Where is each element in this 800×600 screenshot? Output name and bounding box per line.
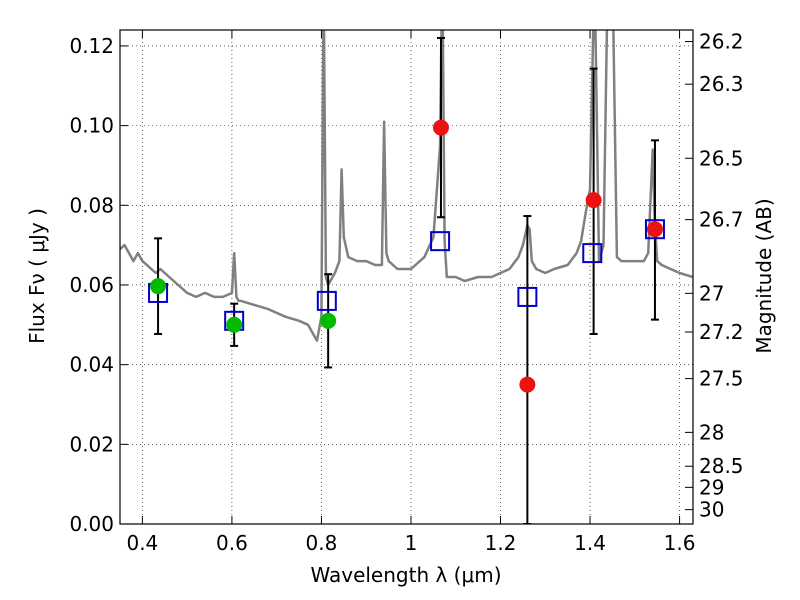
y-tick-label: 0.10 <box>69 114 114 138</box>
plot-area <box>120 30 693 524</box>
y2-tick-label: 30 <box>699 498 724 522</box>
y2-tick-label: 27.5 <box>699 367 744 391</box>
observed-flux-point <box>226 316 243 333</box>
y-tick-label: 0.02 <box>69 432 114 456</box>
model-photometry-square <box>430 231 451 252</box>
y-tick-label: 0.06 <box>69 273 114 297</box>
x-tick-label: 1.6 <box>664 531 696 555</box>
y2-tick-label: 29 <box>699 475 724 499</box>
y2-tick-label: 26.5 <box>699 146 744 170</box>
model-photometry-square <box>316 290 337 311</box>
y-tick-label: 0.12 <box>69 34 114 58</box>
observed-flux-point <box>432 119 449 136</box>
y2-tick-label: 27.2 <box>699 320 744 344</box>
y2-tick-label: 26.7 <box>699 208 744 232</box>
x-tick-label: 0.4 <box>126 531 158 555</box>
y-tick-label: 0.04 <box>69 353 114 377</box>
y2-tick-label: 26.3 <box>699 72 744 96</box>
y-tick-label: 0.08 <box>69 193 114 217</box>
x-tick-label: 1 <box>405 531 418 555</box>
y2-tick-label: 26.2 <box>699 30 744 54</box>
x-axis-title: Wavelength λ (μm) <box>310 563 501 587</box>
x-tick-label: 1.2 <box>485 531 517 555</box>
model-photometry-square <box>582 243 603 264</box>
model-photometry-square <box>517 286 538 307</box>
plot-frame <box>119 29 694 525</box>
observed-flux-point <box>519 376 536 393</box>
y-tick-label: 0.00 <box>69 512 114 536</box>
observed-flux-point <box>585 192 602 209</box>
y2-tick-label: 28 <box>699 420 724 444</box>
y2-tick-label: 28.5 <box>699 454 744 478</box>
x-tick-label: 0.8 <box>306 531 338 555</box>
model-photometry-square <box>644 219 665 240</box>
ticks: 0.4 0.6 0.8 1 1.2 1.4 1.6 0.00 0.02 0.04 0.06 0.08 0… <box>69 30 743 555</box>
y2-tick-label: 27 <box>699 281 724 305</box>
y-axis-title: Flux Fν ( μJy ) <box>25 208 49 344</box>
observed-flux-point <box>320 312 337 329</box>
axes-frame <box>119 29 694 525</box>
observed-flux-point <box>150 278 167 295</box>
observed-flux-point <box>646 221 663 238</box>
x-tick-label: 1.4 <box>574 531 606 555</box>
y2-axis-title: Magnitude (AB) <box>752 198 776 353</box>
x-tick-label: 0.6 <box>216 531 248 555</box>
